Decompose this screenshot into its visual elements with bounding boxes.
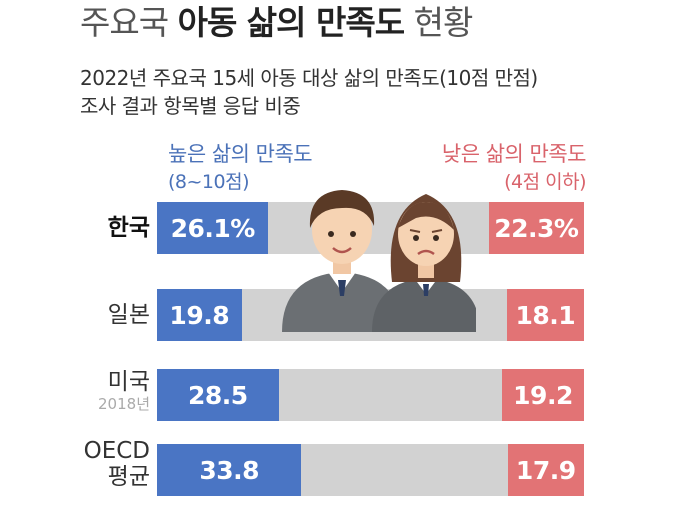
bar-low: 17.9	[507, 444, 584, 496]
category-note: 2018년	[98, 395, 150, 413]
category-label: 한국	[107, 215, 150, 241]
legend-high-label: 높은 삶의 만족도	[168, 142, 313, 166]
bar-high-value-label: 28.5	[188, 380, 248, 410]
category-label: 일본	[107, 302, 150, 328]
bar-low: 22.3%	[488, 202, 584, 254]
bar-low: 18.1	[506, 289, 584, 341]
bar-low-value-label: 22.3%	[494, 213, 579, 243]
bar-high: 28.5	[157, 369, 279, 421]
sad-girl-icon	[372, 194, 476, 332]
subtitle-line-2: 조사 결과 항목별 응답 비중	[80, 94, 301, 118]
legend-low: 낮은 삶의 만족도 (4점 이하)	[441, 140, 587, 196]
legend-low-range: (4점 이하)	[504, 171, 586, 193]
children-illustration	[282, 190, 476, 332]
title-part-1: 주요국	[80, 3, 169, 42]
bar-low-value-label: 19.2	[513, 380, 573, 410]
chart-title: 주요국 아동 삶의 만족도 현황	[80, 2, 474, 44]
bar-low: 19.2	[502, 369, 584, 421]
bar-high: 33.8	[157, 444, 302, 496]
happy-boy-icon	[282, 190, 402, 332]
subtitle-line-1: 2022년 주요국 15세 아동 대상 삶의 만족도(10점 만점)	[80, 66, 538, 90]
bar-high-value-label: 19.8	[169, 300, 230, 330]
category-label: OECD 평균	[83, 438, 150, 490]
bar-high: 26.1%	[157, 202, 269, 254]
bar-high-value-label: 33.8	[199, 455, 259, 485]
legend-low-label: 낮은 삶의 만족도	[441, 142, 587, 166]
bar-low-value-label: 18.1	[515, 300, 576, 330]
title-part-3: 현황	[413, 3, 474, 42]
bar-low-value-label: 17.9	[515, 455, 576, 485]
bar-high-value-label: 26.1%	[170, 213, 256, 243]
legend-high: 높은 삶의 만족도 (8~10점)	[168, 140, 313, 196]
title-part-2: 아동 삶의 만족도	[177, 3, 405, 42]
category-label: 미국 2018년	[62, 369, 150, 413]
bar-high: 19.8	[157, 289, 242, 341]
legend-high-range: (8~10점)	[168, 171, 250, 193]
